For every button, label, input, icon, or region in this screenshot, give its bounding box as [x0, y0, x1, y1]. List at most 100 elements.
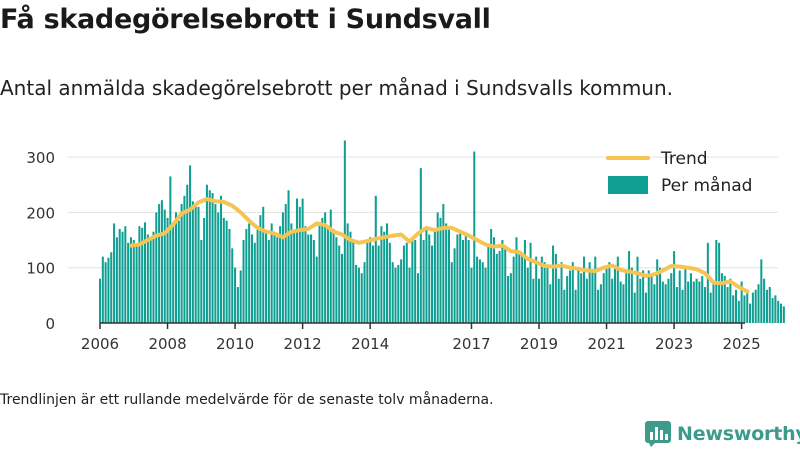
bar: [774, 295, 777, 323]
bar: [470, 267, 473, 323]
bar: [380, 226, 383, 323]
bar: [253, 242, 256, 323]
chart-title: Få skadegörelsebrott i Sundsvall: [0, 4, 491, 35]
bar: [329, 209, 332, 323]
bar: [270, 223, 273, 323]
bar: [628, 251, 631, 323]
bar: [689, 273, 692, 323]
bar: [256, 228, 259, 323]
bar: [515, 237, 518, 323]
bar: [408, 267, 411, 323]
bar: [138, 226, 141, 323]
footnote: Trendlinjen är ett rullande medelvärde f…: [0, 392, 494, 408]
bar: [402, 245, 405, 323]
bar: [698, 281, 701, 323]
bar: [684, 267, 687, 323]
bar: [180, 204, 183, 323]
bar: [225, 220, 228, 323]
bar: [498, 251, 501, 323]
bar: [433, 228, 436, 323]
bar: [622, 284, 625, 323]
bar: [512, 256, 515, 324]
bar: [670, 273, 673, 323]
bar: [129, 237, 132, 323]
bar: [242, 240, 245, 323]
bar-series: [98, 140, 785, 324]
bar: [208, 190, 211, 323]
bar: [386, 223, 389, 323]
x-tick-label: 2025: [723, 335, 761, 353]
x-tick-label: 2010: [216, 335, 254, 353]
bar: [172, 223, 175, 323]
legend-bar-swatch: [608, 176, 648, 194]
bar: [355, 264, 358, 323]
bar: [369, 237, 372, 323]
bar: [307, 234, 310, 323]
bar: [273, 234, 276, 323]
bar: [360, 273, 363, 323]
bar: [312, 240, 315, 323]
bar: [400, 259, 403, 323]
bar: [543, 262, 546, 323]
bar: [174, 212, 177, 324]
bar: [673, 251, 676, 323]
trend-line: [129, 197, 750, 294]
bar: [236, 287, 239, 323]
bar: [681, 289, 684, 323]
bar: [276, 237, 279, 323]
bar: [293, 231, 296, 323]
bar: [107, 257, 110, 323]
x-tick-label: 2021: [587, 335, 625, 353]
bar: [467, 240, 470, 323]
brand-logo[interactable]: Newsworthy: [645, 420, 800, 448]
bar: [414, 240, 417, 323]
bar: [450, 262, 453, 323]
bar: [431, 245, 434, 323]
bar: [780, 303, 783, 323]
bar: [619, 281, 622, 323]
bar: [537, 278, 541, 323]
bar: [439, 217, 442, 323]
bar: [146, 234, 149, 323]
bar: [110, 252, 113, 323]
bar: [464, 234, 467, 323]
bar: [732, 295, 735, 323]
bar: [343, 140, 346, 323]
bar: [659, 267, 662, 323]
bar: [419, 168, 422, 324]
bar: [653, 284, 656, 323]
y-tick-label: 0: [45, 315, 55, 333]
bar: [113, 223, 116, 323]
bar: [346, 223, 349, 323]
bar: [492, 237, 495, 323]
bar: [594, 256, 597, 324]
bar: [746, 289, 749, 323]
bar: [763, 278, 766, 323]
bar: [326, 226, 329, 323]
bar: [757, 284, 760, 323]
bar: [245, 228, 248, 323]
bar-chart-logo-icon: [645, 421, 671, 447]
bar: [585, 278, 588, 323]
bar: [222, 217, 225, 323]
bar: [259, 215, 262, 323]
bar: [588, 262, 591, 323]
bar: [664, 284, 667, 323]
bar: [163, 209, 166, 323]
bar: [228, 228, 231, 323]
bar: [599, 284, 602, 323]
bar: [101, 256, 104, 324]
bar: [191, 201, 194, 323]
bar: [377, 245, 380, 323]
bar: [501, 240, 504, 323]
x-tick-label: 2014: [351, 335, 389, 353]
bar: [462, 240, 465, 323]
bar: [644, 292, 647, 323]
bar: [298, 206, 301, 323]
bar: [118, 228, 121, 323]
bar: [678, 270, 681, 323]
bar: [411, 240, 414, 323]
bar: [704, 287, 707, 323]
bar: [540, 256, 543, 324]
bar: [265, 231, 268, 323]
